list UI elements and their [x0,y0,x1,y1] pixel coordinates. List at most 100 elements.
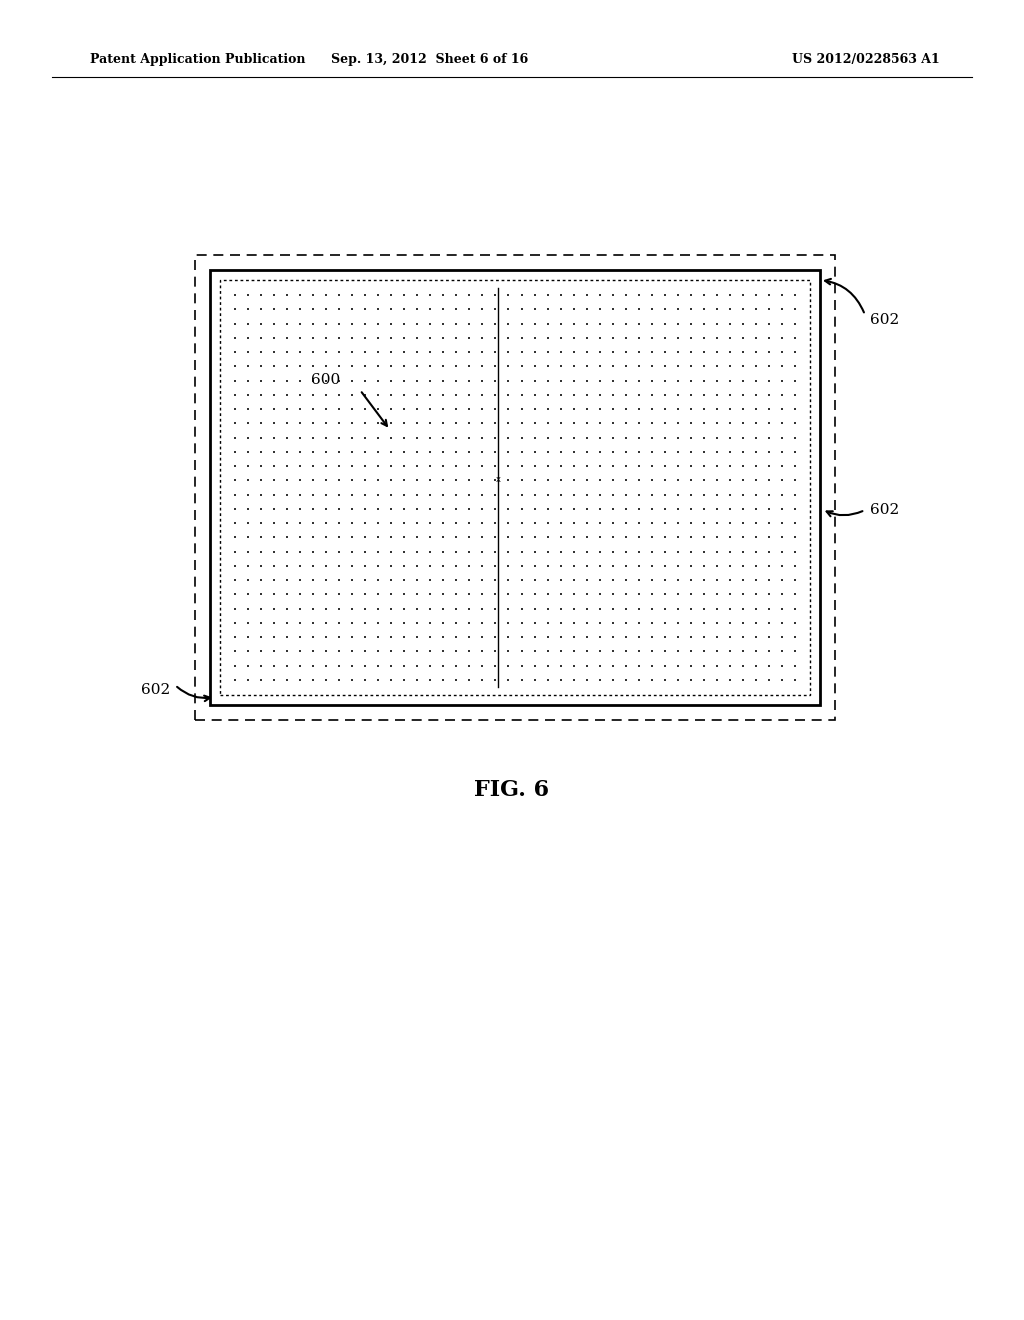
Point [435,441,452,462]
Point [722,527,738,548]
Point [656,384,673,405]
Point [696,484,713,506]
Point [383,298,399,319]
Point [253,627,269,648]
Point [709,640,725,661]
Point [617,455,634,477]
Point [356,669,373,690]
Point [631,499,647,520]
Point [435,327,452,348]
Point [526,313,543,334]
Point [683,327,699,348]
Point [422,598,438,619]
Point [644,598,660,619]
Point [709,441,725,462]
Point [526,370,543,391]
Point [331,669,347,690]
Point [226,541,243,562]
Point [487,455,504,477]
Point [356,612,373,634]
Point [240,583,256,605]
Point [461,285,477,306]
Point [656,612,673,634]
Text: x: x [496,475,501,484]
Point [696,541,713,562]
Point [565,428,582,449]
Point [579,285,595,306]
Point [722,413,738,434]
Point [774,470,791,491]
Point [226,441,243,462]
Point [422,512,438,533]
Point [409,428,425,449]
Point [579,384,595,405]
Point [761,370,777,391]
Point [474,327,490,348]
Point [553,399,569,420]
Point [631,399,647,420]
Point [487,627,504,648]
Point [656,527,673,548]
Point [226,370,243,391]
Point [565,583,582,605]
Point [370,669,386,690]
Point [670,612,686,634]
Point [761,342,777,363]
Point [670,441,686,462]
Point [644,327,660,348]
Point [279,441,295,462]
Point [449,484,465,506]
Point [422,399,438,420]
Point [579,583,595,605]
Point [501,428,517,449]
Point [409,313,425,334]
Point [787,655,804,676]
Point [409,640,425,661]
Point [396,655,413,676]
Point [396,285,413,306]
Point [331,413,347,434]
Point [501,612,517,634]
Point [722,428,738,449]
Point [617,598,634,619]
Point [749,399,765,420]
Point [749,669,765,690]
Point [461,556,477,577]
Point [304,313,321,334]
Point [461,583,477,605]
Point [644,470,660,491]
Point [422,342,438,363]
Point [501,527,517,548]
Point [617,413,634,434]
Point [656,441,673,462]
Point [553,655,569,676]
Point [279,598,295,619]
Point [292,413,308,434]
Point [422,370,438,391]
Point [644,399,660,420]
Point [670,342,686,363]
Point [304,470,321,491]
Point [292,399,308,420]
Point [513,541,529,562]
Point [513,455,529,477]
Point [292,470,308,491]
Point [787,285,804,306]
Point [579,470,595,491]
Point [631,413,647,434]
Point [279,455,295,477]
Point [317,512,334,533]
Point [579,313,595,334]
Point [722,327,738,348]
Point [526,356,543,378]
Point [579,499,595,520]
Point [304,356,321,378]
Point [435,527,452,548]
Point [331,470,347,491]
Point [279,655,295,676]
Point [265,342,282,363]
Point [501,512,517,533]
Point [409,499,425,520]
Point [304,298,321,319]
Point [683,569,699,590]
